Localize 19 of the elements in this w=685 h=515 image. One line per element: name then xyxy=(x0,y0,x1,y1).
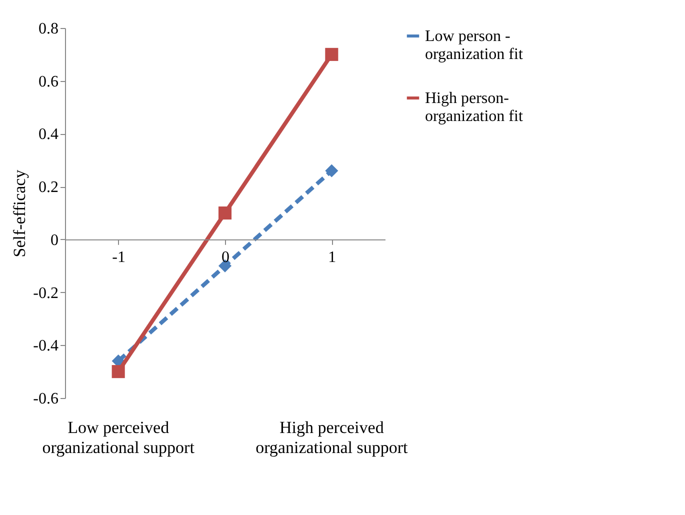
text: High perceived organizational support xyxy=(256,418,408,457)
point xyxy=(112,365,125,378)
y-axis-title: Self-efficacy xyxy=(10,169,30,258)
y-tick-label: -0.6 xyxy=(33,390,58,408)
x-tick-label: -1 xyxy=(112,248,126,266)
y-tick-label: 0 xyxy=(50,232,58,249)
y-tick-label: 0.4 xyxy=(38,126,58,144)
y-tick-label: -0.2 xyxy=(33,284,58,302)
legend-label: Low person - organization fit xyxy=(425,28,524,63)
legend-label: High person- organization fit xyxy=(425,90,524,125)
y-tick-label: 0.6 xyxy=(38,73,58,90)
point xyxy=(325,164,338,178)
point xyxy=(218,206,232,220)
text: Low perceived organizational support xyxy=(42,418,195,457)
x-tick-label: 1 xyxy=(328,248,336,266)
point xyxy=(325,48,338,61)
y-tick-label: -0.4 xyxy=(33,338,58,355)
y-tick-label: 0.2 xyxy=(38,179,58,196)
y-tick-label: 0.8 xyxy=(38,20,58,38)
